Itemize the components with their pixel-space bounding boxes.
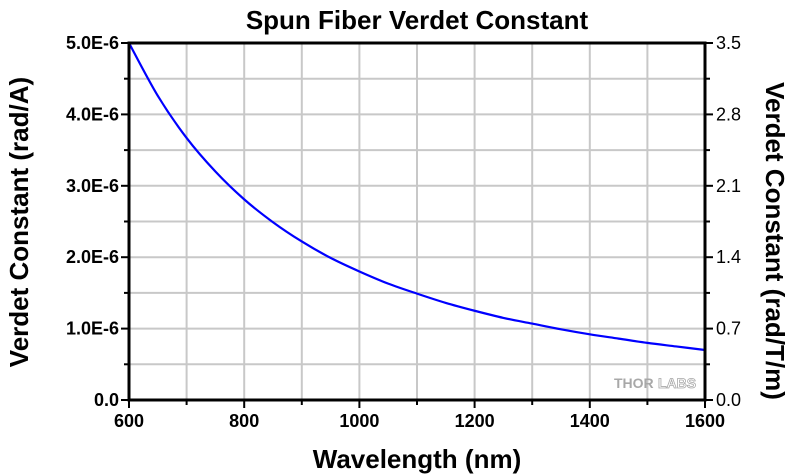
y-tick-label: 2.0E-6: [66, 247, 119, 267]
y2-tick-label: 0.0: [716, 390, 741, 410]
y2-axis-label: Verdet Constant (rad/T/m): [760, 82, 790, 400]
ticks: 600 800 1000 1200 1400 16000.01.0E-62.0E-63.0…: [66, 33, 741, 431]
y-tick-label: 0.0: [94, 390, 119, 410]
chart-title: Spun Fiber Verdet Constant: [246, 5, 589, 35]
y-tick-label: 4.0E-6: [66, 104, 119, 124]
grid: [129, 43, 705, 400]
watermark-labs: LABS: [658, 375, 696, 391]
y-axis-label: Verdet Constant (rad/A): [4, 77, 34, 367]
thorlabs-watermark: THOR LABS: [614, 375, 697, 392]
x-tick-label: 1000: [339, 411, 379, 431]
x-axis-label: Wavelength (nm): [313, 444, 521, 474]
y2-tick-label: 3.5: [716, 33, 741, 53]
watermark-thor: THOR: [614, 375, 654, 391]
series-line: [128, 42, 706, 352]
x-tick-label: 1200: [455, 411, 495, 431]
x-tick-label: 600: [114, 411, 144, 431]
x-tick-label: 800: [229, 411, 259, 431]
x-tick-label: 1600: [685, 411, 725, 431]
y2-tick-label: 2.8: [716, 104, 741, 124]
y2-tick-label: 0.7: [716, 319, 741, 339]
y2-tick-label: 2.1: [716, 176, 741, 196]
y-tick-label: 5.0E-6: [66, 33, 119, 53]
y2-tick-label: 1.4: [716, 247, 741, 267]
y-tick-label: 1.0E-6: [66, 319, 119, 339]
y-tick-label: 3.0E-6: [66, 176, 119, 196]
x-tick-label: 1400: [570, 411, 610, 431]
